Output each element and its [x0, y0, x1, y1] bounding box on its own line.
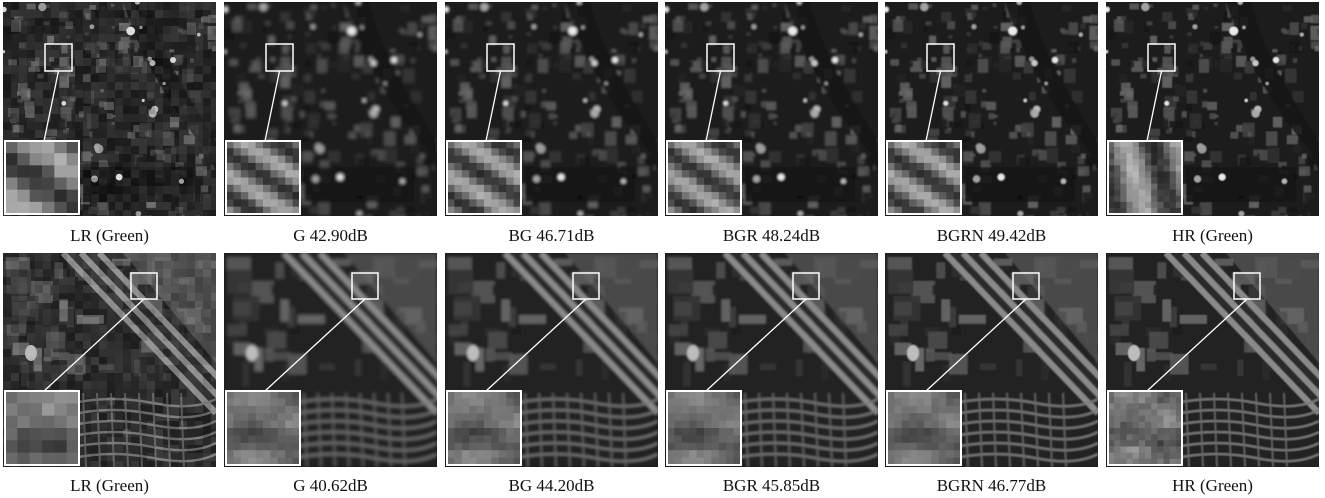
row2-caption-bgrn: BGRN 46.77dB: [936, 476, 1047, 495]
row2-panel-lr: [3, 253, 216, 467]
row1-caption-g: G 42.90dB: [293, 226, 368, 245]
row2-panel-bg: [445, 253, 658, 467]
row1-caption-bgrn: BGRN 49.42dB: [936, 226, 1047, 245]
row2-caption-bg: BG 44.20dB: [508, 476, 595, 495]
row2-caption-hr: HR (Green): [1172, 476, 1253, 495]
panel-image: [885, 2, 1098, 216]
row2-panel-g: [224, 253, 437, 467]
row1-panel-bg: [445, 2, 658, 216]
row1-caption-hr: HR (Green): [1172, 226, 1253, 245]
panel-image: [445, 2, 658, 216]
row2-panel-bgr: [665, 253, 878, 467]
row2-panel-bgrn: [885, 253, 1098, 467]
row2-caption-lr: LR (Green): [70, 476, 149, 495]
row2-caption-g: G 40.62dB: [293, 476, 368, 495]
row1-caption-lr: LR (Green): [70, 226, 149, 245]
panel-image: [3, 253, 216, 467]
panel-image: [445, 253, 658, 467]
row2-panel-hr: [1106, 253, 1319, 467]
row1-panel-bgr: [665, 2, 878, 216]
row1-panel-lr: [3, 2, 216, 216]
row1-panel-bgrn: [885, 2, 1098, 216]
panel-image: [665, 253, 878, 467]
panel-image: [665, 2, 878, 216]
panel-image: [1106, 2, 1319, 216]
panel-image: [1106, 253, 1319, 467]
panel-image: [3, 2, 216, 216]
row2-caption-bgr: BGR 45.85dB: [722, 476, 821, 495]
panel-image: [224, 253, 437, 467]
row1-panel-g: [224, 2, 437, 216]
panel-image: [885, 253, 1098, 467]
row1-panel-hr: [1106, 2, 1319, 216]
row1-caption-bg: BG 46.71dB: [508, 226, 595, 245]
row1-caption-bgr: BGR 48.24dB: [722, 226, 821, 245]
panel-image: [224, 2, 437, 216]
